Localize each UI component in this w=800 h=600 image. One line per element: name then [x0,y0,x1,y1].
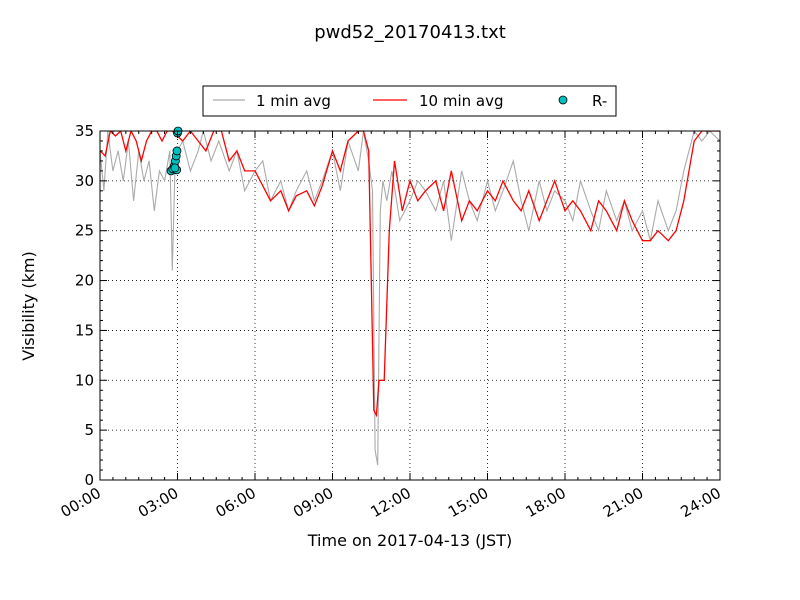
x-tick-label: 12:00 [368,484,414,521]
legend-box [202,85,617,117]
y-tick-label: 30 [75,172,94,190]
y-tick-label: 25 [75,222,94,240]
chart-title: pwd52_20170413.txt [314,22,506,43]
x-tick-label: 06:00 [213,484,259,521]
series-line-0 [100,131,720,466]
plot-area: 00:00 03:00 06:00 09:00 12:00 15:00 18:00 21:00… [58,122,724,521]
x-tick-label: 03:00 [135,484,181,521]
legend-label-10min: 10 min avg [419,92,504,110]
y-tick-label: 35 [75,122,94,140]
y-axis-label: Visibility (km) [19,251,38,360]
y-tick-label: 20 [75,272,94,290]
rain-marker [170,163,180,173]
rain-marker [172,146,182,156]
y-tick-label: 15 [75,321,94,339]
y-tick-label: 10 [75,371,94,389]
series-line-1 [100,131,720,418]
y-tick-label: 0 [84,471,94,489]
y-tick-label: 5 [84,421,94,439]
x-tick-label: 09:00 [290,484,336,521]
x-tick-label: 15:00 [445,484,491,521]
x-tick-label: 18:00 [523,484,569,521]
legend-label-1min: 1 min avg [256,92,331,110]
legend-label-rain: R- [592,92,607,110]
x-tick-label: 24:00 [678,484,724,521]
legend-swatch-rain [558,95,568,105]
x-axis-label: Time on 2017-04-13 (JST) [307,531,512,550]
x-tick-label: 21:00 [600,484,646,521]
legend: 1 min avg 10 min avg R- [202,85,617,117]
x-tick-label: 00:00 [58,484,104,521]
